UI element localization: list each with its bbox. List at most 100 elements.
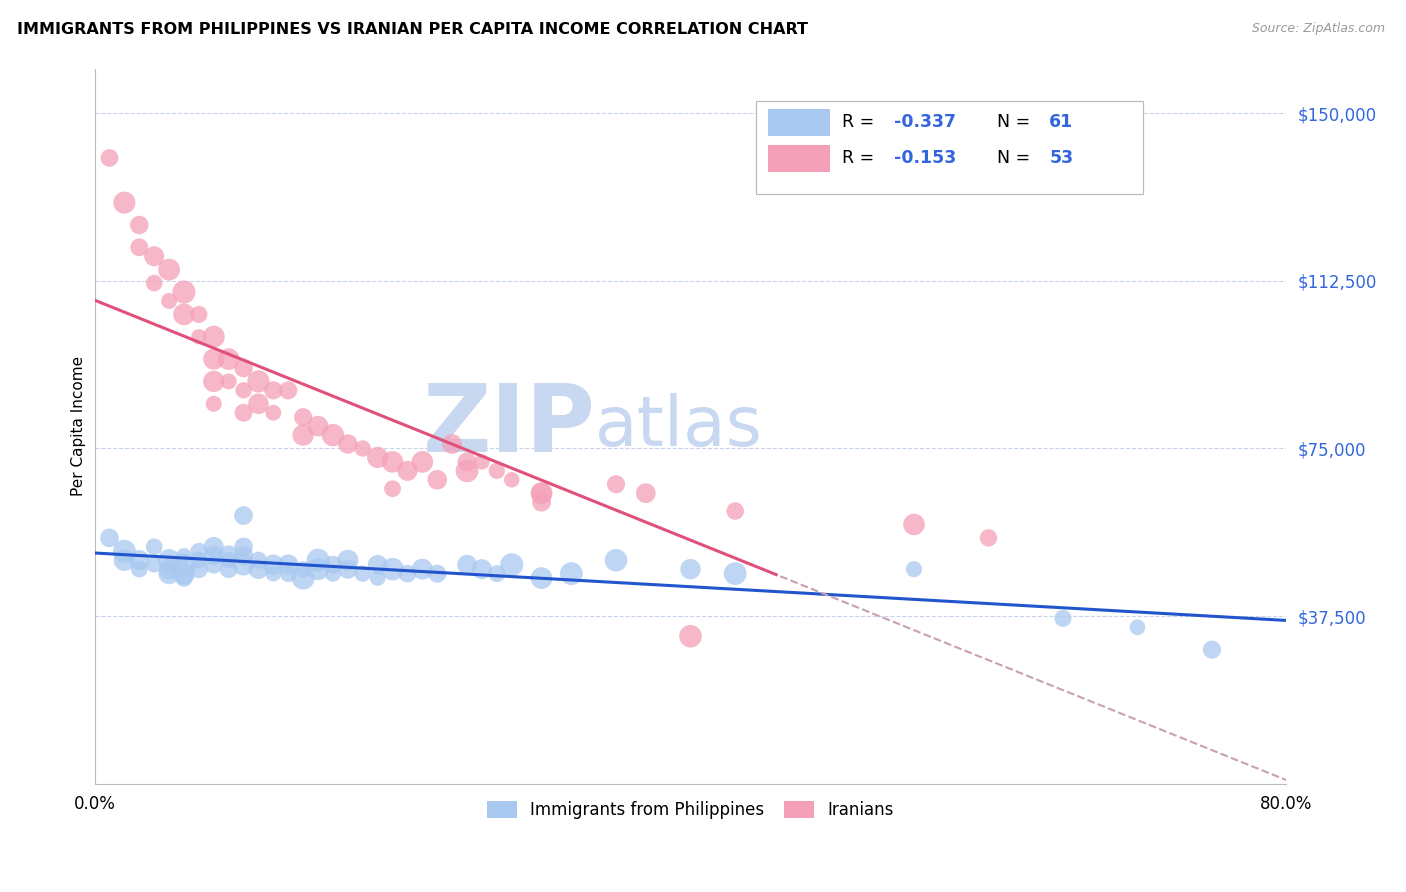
Point bbox=[441, 437, 464, 451]
Point bbox=[679, 629, 702, 643]
Point bbox=[1052, 611, 1074, 625]
Point bbox=[202, 540, 225, 554]
Point bbox=[485, 464, 508, 478]
Point bbox=[232, 406, 254, 420]
Text: Source: ZipAtlas.com: Source: ZipAtlas.com bbox=[1251, 22, 1385, 36]
Point bbox=[322, 558, 344, 572]
Point bbox=[187, 307, 209, 321]
Point bbox=[456, 464, 478, 478]
Point bbox=[262, 558, 284, 572]
Point bbox=[143, 276, 166, 290]
Point bbox=[307, 553, 329, 567]
Point bbox=[247, 562, 270, 576]
Point bbox=[426, 473, 449, 487]
Point bbox=[232, 361, 254, 376]
Legend: Immigrants from Philippines, Iranians: Immigrants from Philippines, Iranians bbox=[481, 794, 901, 825]
Text: N =: N = bbox=[997, 149, 1036, 167]
Point bbox=[202, 329, 225, 343]
Point bbox=[381, 482, 404, 496]
Point bbox=[724, 566, 747, 581]
Point bbox=[202, 375, 225, 389]
Point bbox=[173, 566, 195, 581]
Text: IMMIGRANTS FROM PHILIPPINES VS IRANIAN PER CAPITA INCOME CORRELATION CHART: IMMIGRANTS FROM PHILIPPINES VS IRANIAN P… bbox=[17, 22, 808, 37]
Y-axis label: Per Capita Income: Per Capita Income bbox=[72, 356, 86, 496]
Point bbox=[157, 562, 180, 576]
Point bbox=[232, 540, 254, 554]
Point bbox=[530, 486, 553, 500]
Point bbox=[977, 531, 1000, 545]
Point bbox=[247, 397, 270, 411]
Point bbox=[157, 553, 180, 567]
Point bbox=[128, 240, 150, 254]
Point bbox=[187, 562, 209, 576]
Point bbox=[530, 486, 553, 500]
Point bbox=[187, 553, 209, 567]
Point bbox=[605, 477, 627, 491]
Point bbox=[232, 508, 254, 523]
Text: R =: R = bbox=[842, 113, 880, 131]
Point bbox=[277, 558, 299, 572]
Point bbox=[307, 419, 329, 434]
Point bbox=[634, 486, 657, 500]
Point bbox=[501, 558, 523, 572]
Point bbox=[307, 562, 329, 576]
Point bbox=[1201, 642, 1223, 657]
Point bbox=[247, 553, 270, 567]
Point bbox=[471, 562, 494, 576]
Point bbox=[112, 553, 135, 567]
Point bbox=[605, 553, 627, 567]
Point bbox=[367, 450, 389, 465]
Point bbox=[501, 473, 523, 487]
Point bbox=[411, 455, 433, 469]
Point bbox=[98, 531, 121, 545]
Point bbox=[112, 544, 135, 558]
Point bbox=[679, 562, 702, 576]
Point bbox=[112, 195, 135, 210]
Point bbox=[202, 352, 225, 367]
Point bbox=[336, 553, 359, 567]
Point bbox=[352, 442, 374, 456]
Point bbox=[292, 562, 315, 576]
Point bbox=[277, 384, 299, 398]
Text: -0.337: -0.337 bbox=[894, 113, 956, 131]
Text: ZIP: ZIP bbox=[422, 380, 595, 472]
Point bbox=[381, 455, 404, 469]
Point bbox=[456, 455, 478, 469]
Point bbox=[232, 384, 254, 398]
Point bbox=[560, 566, 582, 581]
Text: -0.153: -0.153 bbox=[894, 149, 956, 167]
Point bbox=[173, 571, 195, 585]
Point bbox=[456, 558, 478, 572]
Point bbox=[202, 558, 225, 572]
Point bbox=[247, 375, 270, 389]
Point bbox=[173, 285, 195, 299]
Point bbox=[426, 566, 449, 581]
Text: atlas: atlas bbox=[595, 392, 763, 459]
Point bbox=[530, 571, 553, 585]
Point bbox=[292, 428, 315, 442]
Point bbox=[262, 384, 284, 398]
FancyBboxPatch shape bbox=[756, 101, 1143, 194]
Text: R =: R = bbox=[842, 149, 880, 167]
Point bbox=[143, 540, 166, 554]
Point bbox=[352, 566, 374, 581]
Point bbox=[336, 562, 359, 576]
Point bbox=[277, 566, 299, 581]
Point bbox=[471, 455, 494, 469]
Text: 61: 61 bbox=[1049, 113, 1074, 131]
Point bbox=[143, 558, 166, 572]
Point bbox=[1126, 620, 1149, 634]
Point bbox=[232, 549, 254, 563]
Point bbox=[322, 428, 344, 442]
FancyBboxPatch shape bbox=[768, 110, 830, 136]
Point bbox=[218, 375, 240, 389]
Point bbox=[485, 566, 508, 581]
Point bbox=[202, 397, 225, 411]
Point bbox=[128, 562, 150, 576]
Point bbox=[187, 329, 209, 343]
Point bbox=[903, 562, 925, 576]
Text: N =: N = bbox=[997, 113, 1036, 131]
Text: 53: 53 bbox=[1049, 149, 1073, 167]
Point bbox=[218, 553, 240, 567]
Point bbox=[128, 553, 150, 567]
